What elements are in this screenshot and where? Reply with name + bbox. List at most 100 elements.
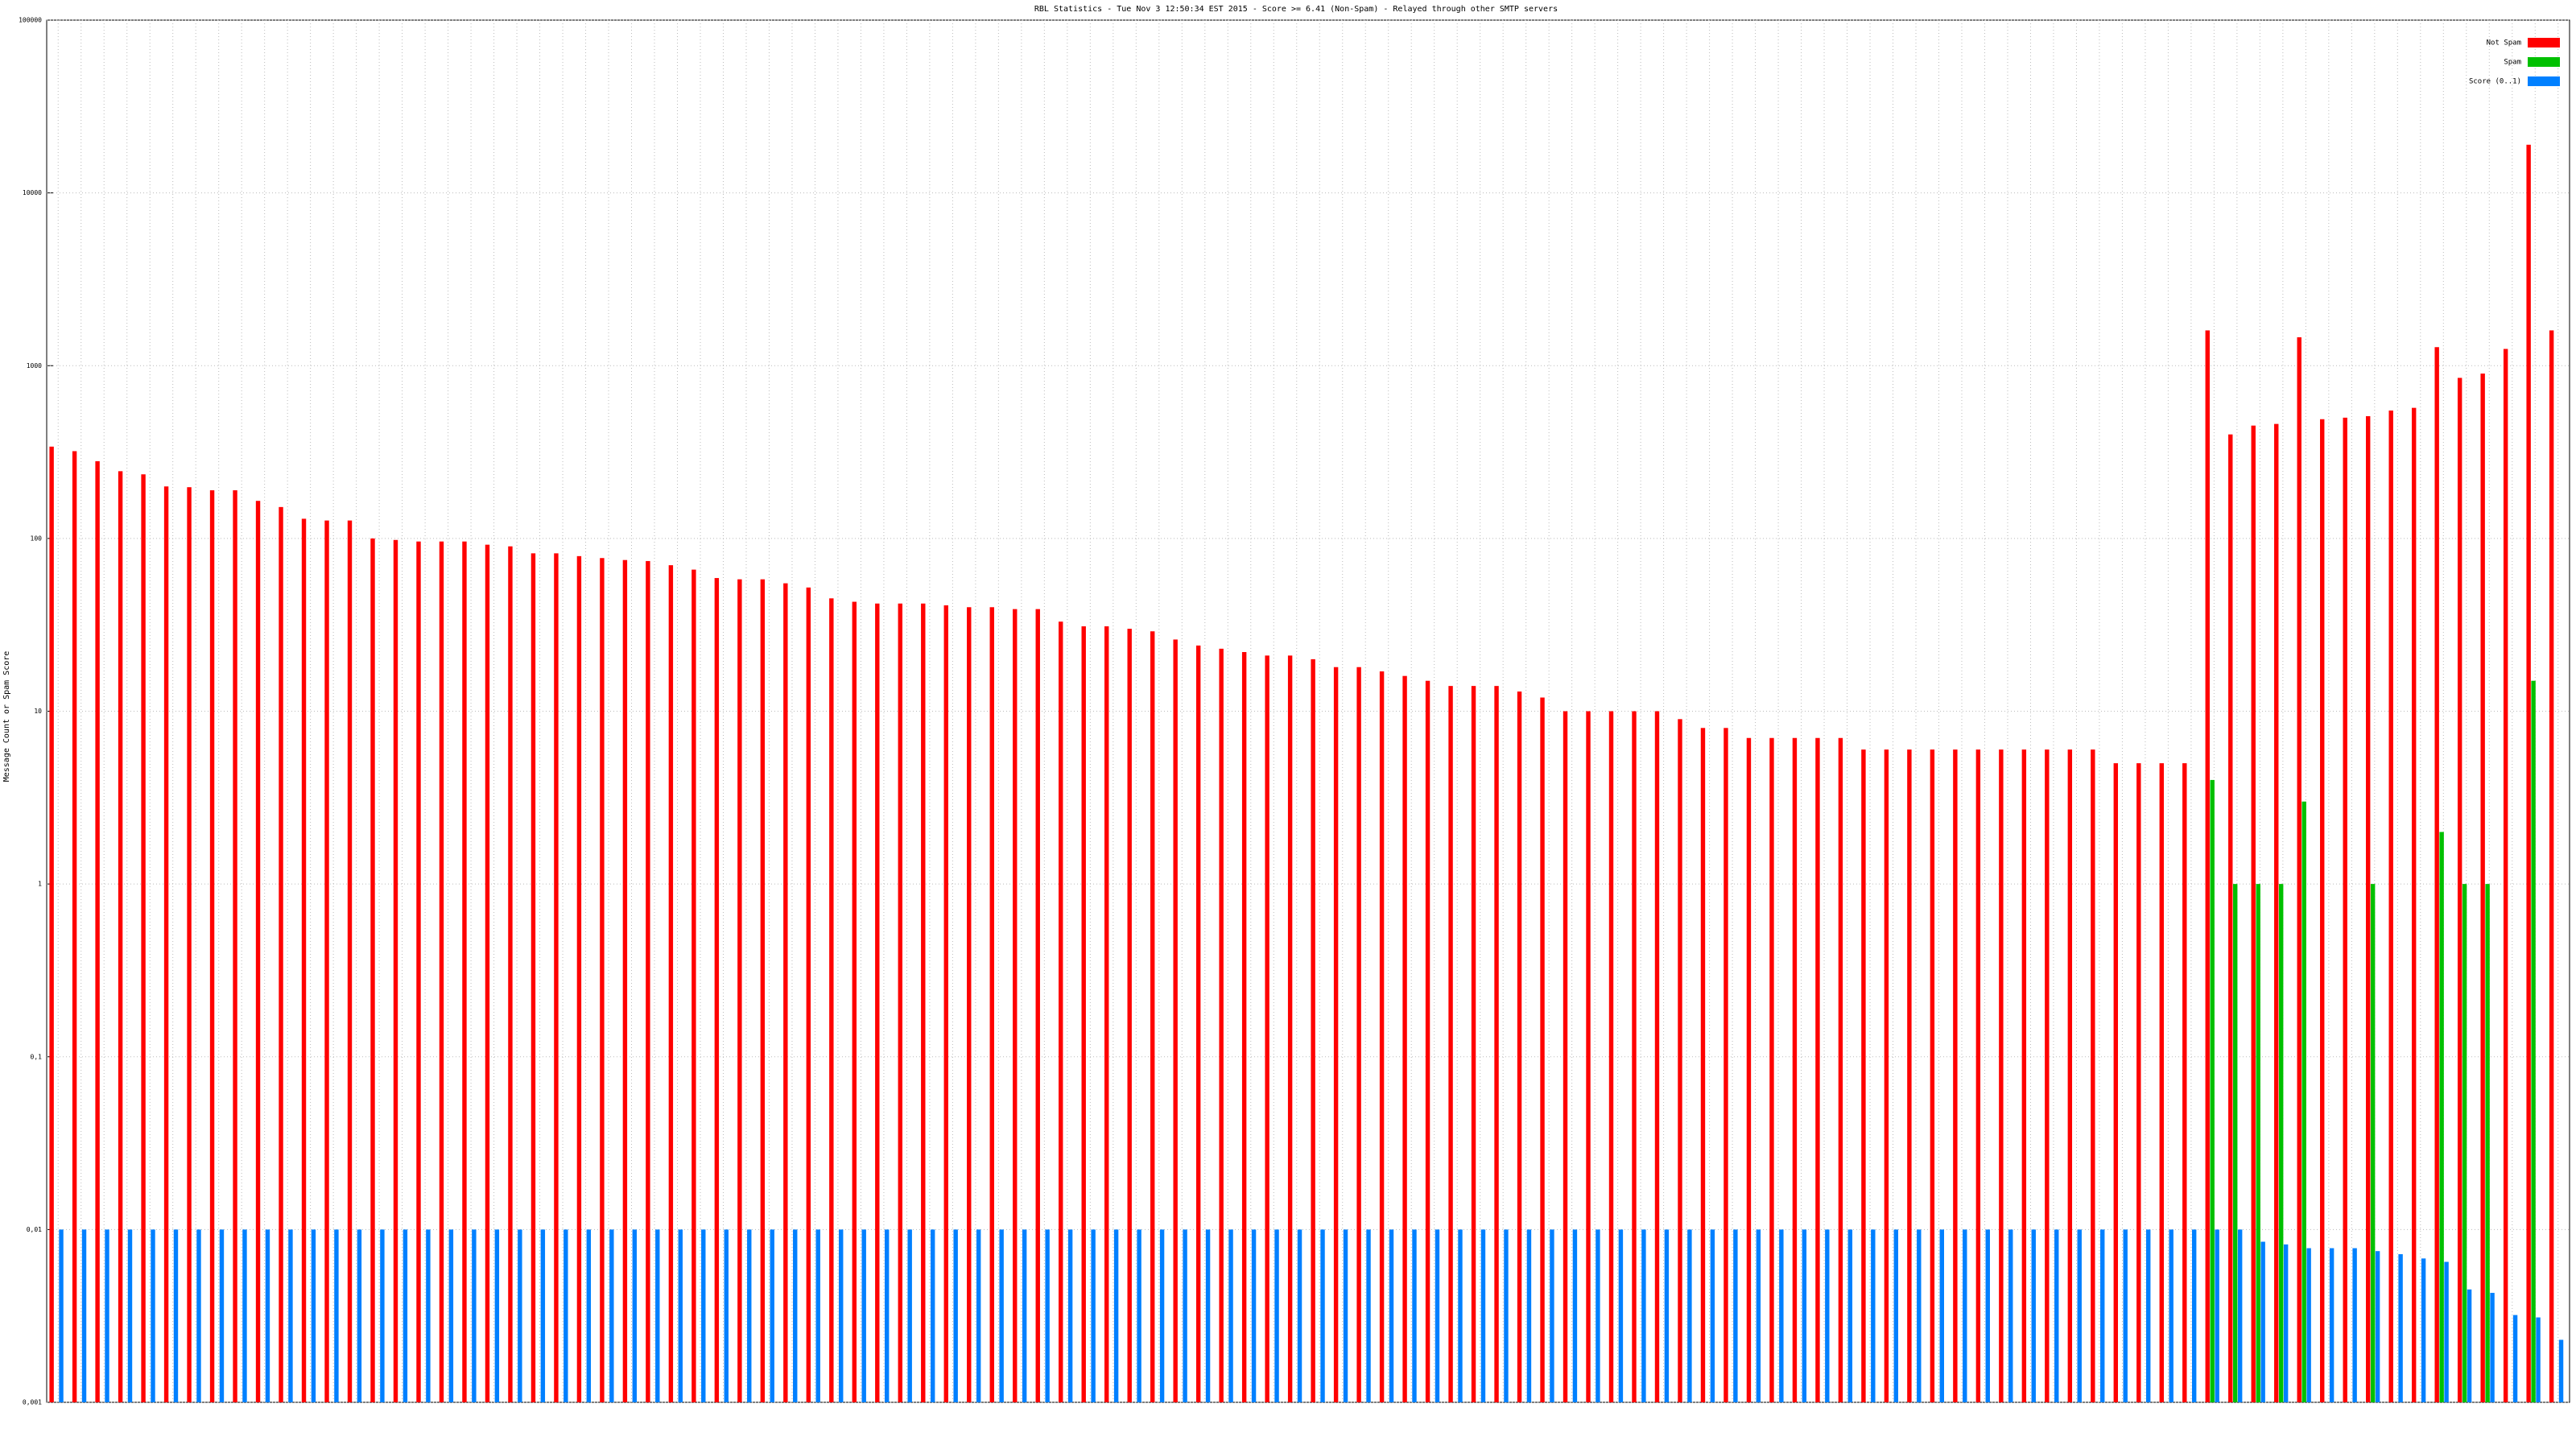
bar [347, 520, 353, 1402]
bar [2549, 330, 2554, 1403]
bar [1265, 655, 1269, 1402]
bar [1458, 1229, 1463, 1402]
bar [1402, 675, 1407, 1402]
y-tick-label: 0,01 [27, 1226, 42, 1233]
bar [646, 560, 650, 1402]
bar [118, 471, 123, 1402]
bar [829, 598, 834, 1402]
bar [1183, 1229, 1187, 1402]
bar [1045, 1229, 1050, 1402]
bar [2297, 336, 2301, 1402]
y-tick-label: 0,001 [23, 1399, 42, 1406]
bar [586, 1229, 592, 1402]
bar [1792, 737, 1798, 1402]
bar [2067, 749, 2073, 1402]
bar [1159, 1229, 1165, 1402]
bar [2260, 1241, 2265, 1402]
bar [1572, 1229, 1578, 1402]
bar [967, 607, 972, 1402]
bar [2215, 1229, 2219, 1402]
bar [255, 501, 261, 1402]
legend-swatch [2528, 76, 2560, 86]
bar [105, 1229, 109, 1402]
y-tick-label: 100 [31, 535, 43, 542]
bar [1320, 1229, 1325, 1402]
bar [600, 558, 605, 1402]
bar [976, 1229, 981, 1402]
bar [1999, 749, 2004, 1402]
bar [701, 1229, 706, 1402]
bar [737, 579, 742, 1402]
bar [2301, 801, 2306, 1402]
bar [1251, 1229, 1257, 1402]
bar [2054, 1229, 2059, 1402]
bar [1563, 711, 1568, 1402]
bar [554, 553, 559, 1402]
bar [1596, 1229, 1600, 1402]
bar [1022, 1229, 1027, 1402]
bar [2306, 1248, 2311, 1402]
bar [1769, 737, 1774, 1402]
bar [930, 1229, 935, 1402]
bar [1825, 1229, 1830, 1402]
bar [2031, 1229, 2036, 1402]
bar [59, 1229, 64, 1402]
bar [953, 1229, 958, 1402]
bar [357, 1229, 362, 1402]
bar [1448, 686, 1453, 1402]
bar [1871, 1229, 1876, 1402]
bar [1724, 728, 1728, 1402]
bar [265, 1229, 270, 1402]
bar [2191, 1229, 2197, 1402]
bar [1287, 655, 1293, 1402]
bar [2320, 419, 2325, 1402]
bar [173, 1229, 179, 1402]
bar [1081, 626, 1086, 1402]
bar [2274, 423, 2279, 1402]
bar [1504, 1229, 1509, 1402]
y-tick-label: 10000 [23, 189, 42, 196]
y-tick-label: 1 [38, 881, 42, 888]
bar [1425, 680, 1430, 1402]
y-tick-label: 10 [34, 708, 42, 715]
bar [1379, 671, 1385, 1402]
bar [1113, 1229, 1119, 1402]
bar [1035, 609, 1040, 1402]
bar [691, 569, 696, 1402]
bar [1641, 1229, 1646, 1402]
bar [1297, 1229, 1302, 1402]
bar [2091, 749, 2095, 1402]
bar [921, 603, 926, 1402]
bar [815, 1229, 820, 1402]
bar [2457, 378, 2462, 1403]
legend-swatch [2528, 38, 2560, 47]
bar [1838, 737, 1843, 1402]
bar [1480, 1229, 1486, 1402]
bar [1494, 686, 1499, 1402]
bar [1550, 1229, 1554, 1402]
bar [1540, 697, 1545, 1402]
bar [2100, 1229, 2105, 1402]
bar [885, 1229, 890, 1402]
bar [1907, 749, 1912, 1402]
bar [472, 1229, 477, 1402]
bar [1985, 1229, 1990, 1402]
bar [2512, 1315, 2518, 1402]
bar [898, 603, 902, 1402]
bar [288, 1229, 293, 1402]
bar [1930, 749, 1935, 1402]
bar [2558, 1340, 2564, 1402]
bar [49, 446, 54, 1402]
bar [1847, 1229, 1853, 1402]
bar [1746, 737, 1752, 1402]
bar [402, 1229, 408, 1402]
bar [209, 490, 215, 1402]
bar [2146, 1229, 2151, 1402]
bar [2251, 425, 2256, 1403]
bar [1389, 1229, 1394, 1402]
bar [2283, 1244, 2289, 1402]
bar [127, 1229, 133, 1402]
bar [1815, 737, 1820, 1402]
bar [2485, 884, 2490, 1402]
